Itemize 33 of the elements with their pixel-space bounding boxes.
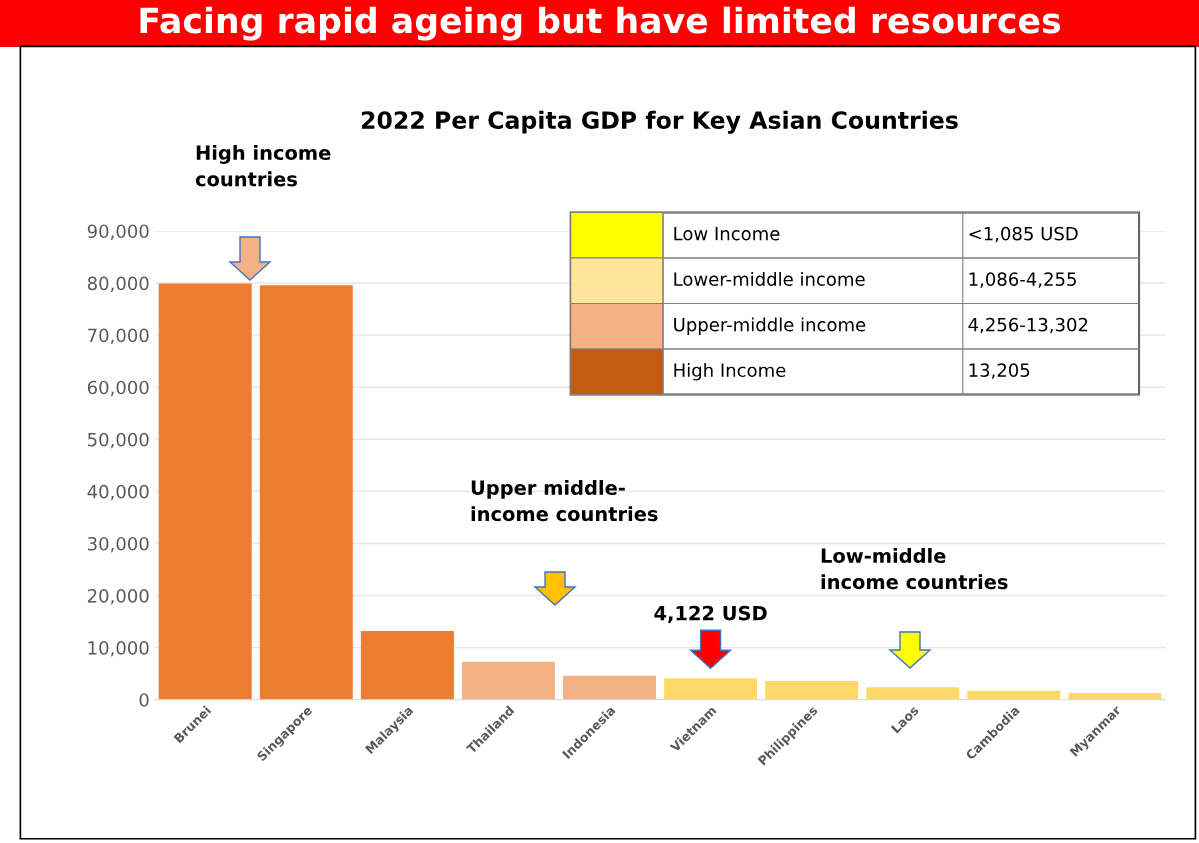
y-tick-label: 0 xyxy=(139,693,149,707)
y-tick-label: 50,000 xyxy=(88,432,149,449)
annotation: <1,085 USD xyxy=(969,226,1078,243)
y-tick-label: 40,000 xyxy=(87,484,149,501)
y-tick-label: 10,000 xyxy=(88,641,149,657)
annotation: 4,256-13,302 xyxy=(968,317,1088,334)
bar xyxy=(259,285,353,700)
bar xyxy=(563,675,657,700)
chart-subtitle: 2022 Per Capita GDP for Key Asian Countries xyxy=(361,110,958,134)
bar xyxy=(664,678,758,700)
annotation: Upper-middle income xyxy=(674,317,866,335)
bar xyxy=(360,630,454,700)
y-tick-label: 70,000 xyxy=(88,328,149,345)
y-tick-label: 90,000 xyxy=(87,224,149,240)
bar xyxy=(765,680,859,700)
y-tick-label: 60,000 xyxy=(87,380,149,397)
bar xyxy=(866,687,960,700)
annotation: Low-middle income countries xyxy=(821,548,1008,590)
annotation: 1,086-4,255 xyxy=(969,272,1076,288)
annotation: Low Income xyxy=(674,227,780,241)
bar xyxy=(158,283,252,700)
text: High income countries xyxy=(195,145,331,187)
annotation: 13,205 xyxy=(969,363,1030,379)
chart-title: Facing rapid ageing but have limited resources xyxy=(140,6,1061,41)
y-tick-label: 30,000 xyxy=(88,536,149,553)
annotation: Upper middle- income countries xyxy=(471,480,658,522)
bar xyxy=(461,661,555,700)
y-tick-label: 80,000 xyxy=(87,276,149,293)
annotation: Lower-middle income xyxy=(674,271,865,286)
bar xyxy=(967,690,1061,700)
annotation: High Income xyxy=(674,363,786,381)
annotation: 4,122 USD xyxy=(654,605,767,623)
y-tick-label: 20,000 xyxy=(87,588,149,605)
